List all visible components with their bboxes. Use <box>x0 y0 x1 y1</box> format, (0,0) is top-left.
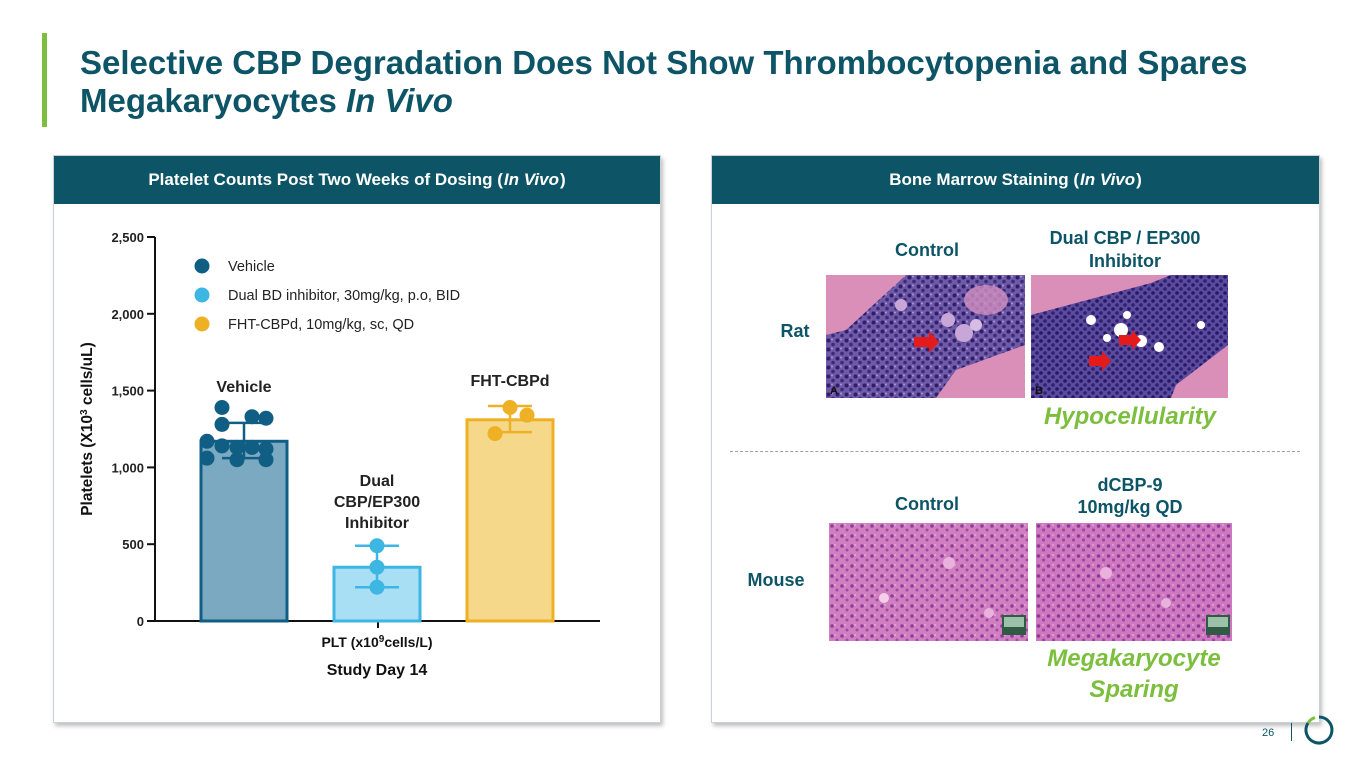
section-divider <box>730 451 1300 452</box>
data-point <box>258 452 274 468</box>
data-point <box>214 399 230 415</box>
bone-marrow-panel-header: Bone Marrow Staining (In Vivo) <box>712 156 1319 204</box>
data-point <box>519 407 535 423</box>
data-point <box>199 450 215 466</box>
mouse-dcbp-label: dCBP-9 10mg/kg QD <box>1077 475 1183 517</box>
data-point <box>487 426 503 442</box>
legend-label: Vehicle <box>228 259 275 275</box>
image-a-label: A <box>830 385 838 397</box>
mouse-control-histology-image <box>829 523 1028 641</box>
megakaryocyte-sparing-caption: Megakaryocyte Sparing <box>1047 645 1221 703</box>
data-point <box>214 438 230 454</box>
rat-control-histology-image: A <box>826 275 1025 398</box>
x-axis-sublabel: Study Day 14 <box>327 662 428 679</box>
legend-marker <box>194 287 210 303</box>
bar-0 <box>199 439 289 623</box>
page-title: Selective CBP Degradation Does Not Show … <box>80 44 1248 119</box>
legend-marker <box>194 316 210 332</box>
legend-label: FHT-CBPd, 10mg/kg, sc, QD <box>228 317 414 333</box>
mouse-control-label: Control <box>895 494 959 514</box>
legend-marker <box>194 258 210 274</box>
data-point <box>244 409 260 425</box>
legend-label: Dual BD inhibitor, 30mg/kg, p.o, BID <box>228 288 460 304</box>
bar-label: Inhibitor <box>345 515 409 532</box>
platelet-panel-header: Platelet Counts Post Two Weeks of Dosing… <box>54 156 660 204</box>
data-point <box>214 416 230 432</box>
data-point <box>229 452 245 468</box>
bar-label: CBP/EP300 <box>334 494 420 511</box>
page-number: 26 <box>1262 727 1275 739</box>
mouse-dcbp9-histology-image <box>1036 523 1232 641</box>
data-point <box>502 399 518 415</box>
y-tick-label: 500 <box>122 537 144 552</box>
data-point <box>199 433 215 449</box>
rat-row-label: Rat <box>780 321 810 341</box>
x-axis-label: PLT (x109cells/L) <box>321 634 432 651</box>
data-point <box>369 579 385 595</box>
page-number-separator <box>1291 723 1292 741</box>
rat-dual-label: Dual CBP / EP300 Inhibitor <box>1049 228 1201 271</box>
y-axis-label: Platelets (X103 cells/uL) <box>79 342 97 516</box>
bar-label: FHT-CBPd <box>470 373 549 390</box>
mouse-row-label: Mouse <box>747 570 805 590</box>
data-point <box>229 439 245 455</box>
y-tick-label: 2,500 <box>111 230 144 245</box>
data-point <box>369 559 385 575</box>
y-tick-label: 2,000 <box>111 307 144 322</box>
data-point <box>244 439 260 455</box>
bar-label: Vehicle <box>216 379 271 396</box>
y-tick-label: 0 <box>137 614 144 629</box>
bar-2 <box>465 418 555 623</box>
rat-dual-histology-image: B <box>1031 275 1228 398</box>
rat-control-label: Control <box>895 240 959 260</box>
title-accent-bar <box>42 33 47 127</box>
data-point <box>369 538 385 554</box>
image-b-label: B <box>1035 385 1043 397</box>
y-tick-label: 1,500 <box>111 384 144 399</box>
hypocellularity-caption: Hypocellularity <box>1043 403 1217 430</box>
company-logo-icon <box>1304 715 1334 745</box>
data-point <box>258 441 274 457</box>
y-tick-label: 1,000 <box>111 460 144 475</box>
data-point <box>258 410 274 426</box>
bar-label: Dual <box>360 473 395 490</box>
